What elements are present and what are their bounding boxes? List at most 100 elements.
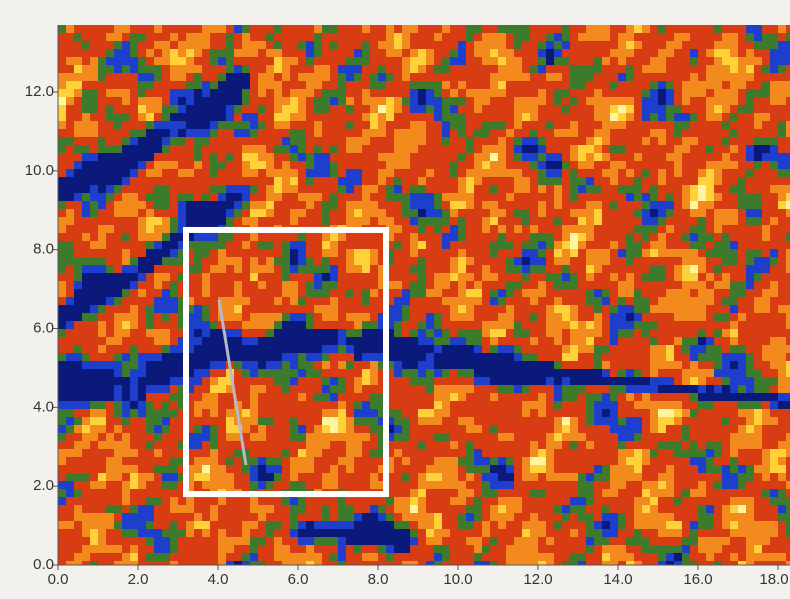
heat-cell	[386, 73, 395, 82]
heat-cell	[762, 321, 771, 330]
heat-cell	[282, 137, 291, 146]
heat-cell	[298, 113, 307, 122]
heat-cell	[562, 41, 571, 50]
heat-cell	[482, 417, 491, 426]
heat-cell	[98, 305, 107, 314]
heat-cell	[786, 161, 790, 170]
heat-cell	[290, 169, 299, 178]
heat-cell	[58, 169, 67, 178]
heat-cell	[386, 105, 395, 114]
heat-cell	[410, 449, 419, 458]
heat-cell	[354, 177, 363, 186]
heat-cell	[394, 377, 403, 386]
heat-cell	[562, 225, 571, 234]
heat-cell	[298, 313, 307, 322]
heat-cell	[498, 193, 507, 202]
heat-cell	[282, 377, 291, 386]
heat-cell	[426, 329, 435, 338]
heat-cell	[466, 57, 475, 66]
heat-cell	[746, 49, 755, 58]
heat-cell	[354, 25, 363, 34]
heat-cell	[450, 177, 459, 186]
heat-cell	[514, 353, 523, 362]
heat-cell	[338, 409, 347, 418]
heat-cell	[746, 105, 755, 114]
heat-cell	[594, 121, 603, 130]
heat-cell	[90, 313, 99, 322]
heat-cell	[450, 385, 459, 394]
heat-cell	[722, 73, 731, 82]
heat-cell	[658, 57, 667, 66]
heat-cell	[722, 89, 731, 98]
heat-cell	[626, 305, 635, 314]
heat-cell	[554, 137, 563, 146]
heat-cell	[58, 25, 67, 34]
heat-cell	[378, 217, 387, 226]
heat-cell	[98, 417, 107, 426]
heat-cell	[482, 81, 491, 90]
heat-cell	[666, 449, 675, 458]
heat-cell	[154, 337, 163, 346]
heat-cell	[474, 57, 483, 66]
heat-cell	[258, 137, 267, 146]
heat-cell	[730, 145, 739, 154]
heat-cell	[266, 177, 275, 186]
heat-cell	[82, 41, 91, 50]
heat-cell	[530, 209, 539, 218]
heat-cell	[346, 401, 355, 410]
heat-cell	[482, 257, 491, 266]
heat-cell	[410, 257, 419, 266]
heat-cell	[506, 73, 515, 82]
heat-cell	[194, 249, 203, 258]
heat-cell	[338, 25, 347, 34]
heat-cell	[290, 425, 299, 434]
heat-cell	[722, 217, 731, 226]
heat-cell	[650, 113, 659, 122]
heat-cell	[706, 313, 715, 322]
heat-cell	[418, 129, 427, 138]
heat-cell	[602, 353, 611, 362]
heat-cell	[130, 201, 139, 210]
heat-cell	[658, 265, 667, 274]
heat-cell	[602, 169, 611, 178]
heat-cell	[690, 89, 699, 98]
heat-cell	[58, 353, 67, 362]
heat-cell	[650, 49, 659, 58]
heat-cell	[754, 201, 763, 210]
heat-cell	[178, 73, 187, 82]
heat-cell	[594, 345, 603, 354]
heat-cell	[306, 113, 315, 122]
heat-cell	[610, 145, 619, 154]
heat-cell	[778, 401, 787, 410]
heat-cell	[162, 169, 171, 178]
heat-cell	[714, 337, 723, 346]
heat-cell	[234, 193, 243, 202]
heat-cell	[690, 25, 699, 34]
heat-cell	[58, 177, 67, 186]
heat-cell	[698, 297, 707, 306]
heat-cell	[762, 441, 771, 450]
heat-cell	[314, 425, 323, 434]
heat-cell	[514, 145, 523, 154]
heat-cell	[394, 65, 403, 74]
heat-cell	[706, 137, 715, 146]
heat-cell	[666, 121, 675, 130]
heat-cell	[234, 33, 243, 42]
heat-cell	[226, 425, 235, 434]
heat-cell	[90, 25, 99, 34]
heat-cell	[114, 233, 123, 242]
heat-cell	[458, 25, 467, 34]
heat-cell	[234, 321, 243, 330]
heat-cell	[130, 457, 139, 466]
heat-cell	[226, 105, 235, 114]
heat-cell	[218, 361, 227, 370]
heat-cell	[322, 185, 331, 194]
heat-cell	[778, 433, 787, 442]
heat-cell	[770, 41, 779, 50]
heat-cell	[138, 161, 147, 170]
heat-cell	[578, 345, 587, 354]
heat-cell	[130, 73, 139, 82]
heat-cell	[554, 361, 563, 370]
heat-cell	[130, 353, 139, 362]
heat-cell	[474, 193, 483, 202]
